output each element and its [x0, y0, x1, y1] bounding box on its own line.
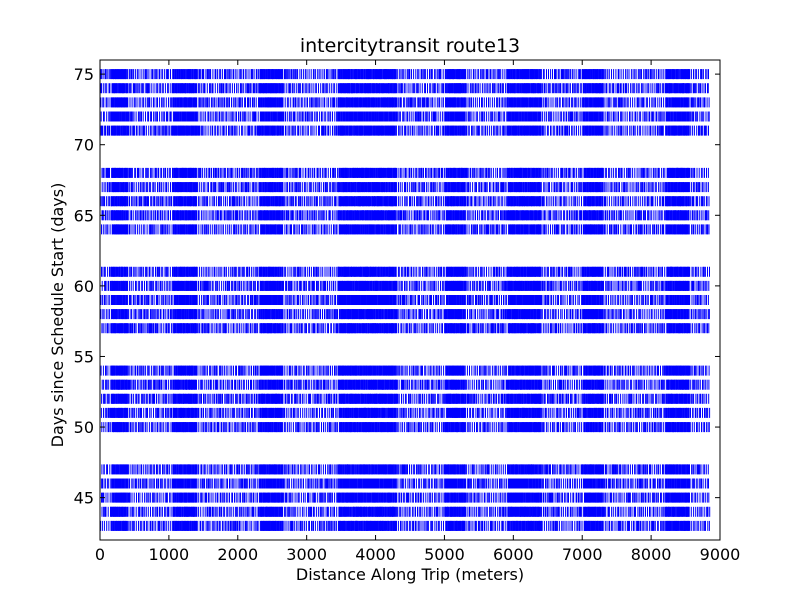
- day-row-45: [99, 492, 710, 503]
- day-row-44: [99, 506, 711, 517]
- day-row-46: [99, 478, 709, 489]
- day-row-43: [99, 520, 710, 531]
- day-row-51: [99, 407, 711, 418]
- day-row-50: [99, 422, 710, 433]
- data-marks: [99, 69, 711, 531]
- day-row-52: [99, 393, 710, 404]
- day-row-47: [99, 464, 709, 475]
